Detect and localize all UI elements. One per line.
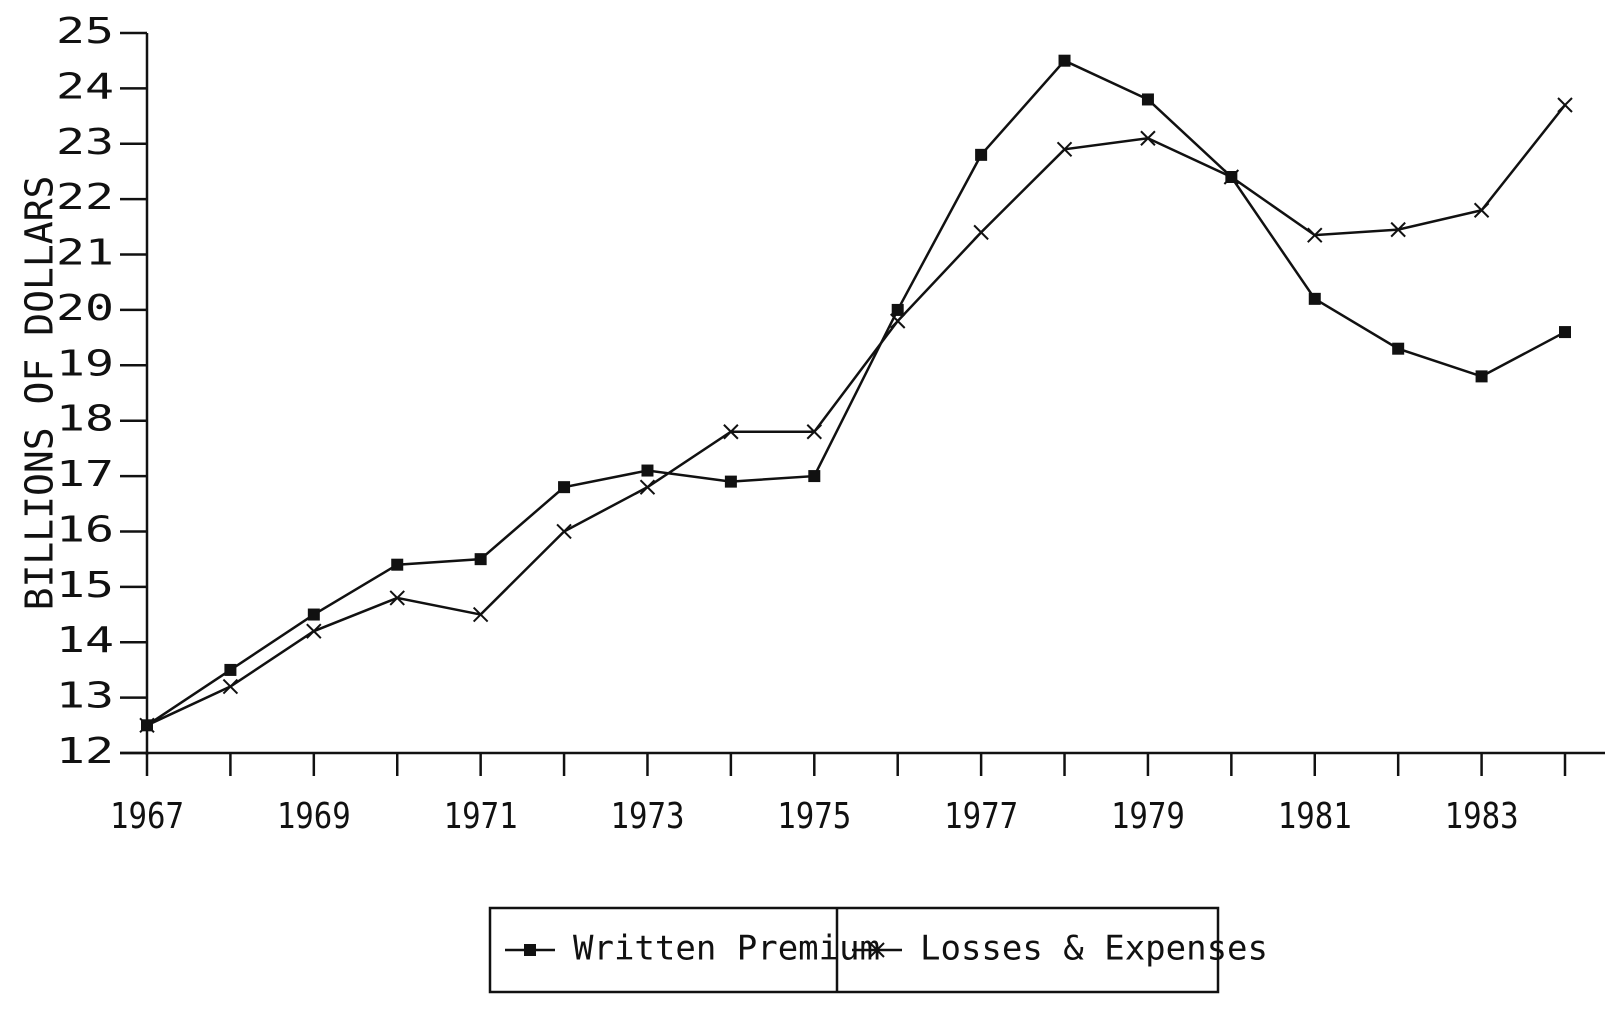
marker-x — [806, 424, 823, 440]
marker-x — [869, 942, 885, 958]
marker-x — [472, 606, 489, 623]
y-tick-label: 15 — [56, 565, 114, 606]
series-line — [146, 59, 1566, 727]
marker-x — [1557, 97, 1573, 113]
marker-x — [139, 717, 155, 734]
marker-square — [1559, 326, 1571, 339]
marker-square — [891, 303, 904, 316]
x-tick-label: 1981 — [1278, 796, 1352, 837]
y-tick-label: 25 — [56, 11, 114, 52]
marker-square — [307, 608, 320, 621]
x-tick-label: 1967 — [110, 796, 184, 837]
marker-x — [1390, 221, 1406, 238]
marker-x — [1473, 202, 1490, 218]
marker-x — [1307, 227, 1323, 243]
marker-square — [641, 464, 654, 477]
marker-square — [558, 481, 571, 494]
marker-x — [1140, 130, 1156, 146]
x-tick-label: 1979 — [1111, 796, 1185, 837]
marker-square — [808, 470, 821, 483]
marker-x — [973, 224, 989, 241]
marker-square — [474, 553, 487, 566]
y-tick-label: 23 — [56, 122, 114, 163]
legend-label: Written Premium — [573, 929, 880, 969]
y-tick-label: 12 — [56, 731, 114, 772]
marker-square — [391, 558, 404, 571]
marker-x — [1223, 169, 1240, 185]
marker-x — [723, 424, 739, 440]
y-tick-label: 16 — [56, 509, 114, 550]
marker-x — [639, 479, 656, 495]
marker-x — [1056, 141, 1073, 158]
marker-square — [224, 663, 237, 676]
marker-square — [1141, 93, 1154, 106]
x-tick-label: 1973 — [610, 796, 684, 837]
marker-x — [222, 678, 239, 695]
y-tick-label: 17 — [56, 454, 114, 495]
y-tick-label: 13 — [56, 676, 114, 717]
marker-square — [1308, 292, 1321, 305]
marker-x — [556, 523, 572, 540]
legend-label: Losses & Expenses — [920, 929, 1268, 969]
marker-square — [1392, 342, 1405, 355]
x-tick-label: 1971 — [444, 796, 518, 837]
marker-square — [1475, 370, 1488, 383]
x-tick-label: 1977 — [944, 796, 1018, 837]
y-axis-label: BILLIONS OF DOLLARS — [18, 176, 62, 611]
marker-x — [306, 623, 322, 639]
marker-square — [524, 944, 536, 956]
y-tick-label: 22 — [56, 177, 114, 218]
y-tick-label: 24 — [56, 66, 114, 107]
y-tick-label: 20 — [56, 288, 114, 329]
marker-x — [389, 590, 405, 606]
series-line — [146, 104, 1566, 727]
x-tick-label: 1975 — [777, 796, 851, 837]
legend-box — [488, 906, 1220, 994]
y-tick-label: 21 — [56, 233, 114, 274]
y-tick-label: 14 — [56, 620, 114, 661]
marker-square — [975, 148, 988, 161]
x-tick-label: 1969 — [277, 796, 351, 837]
marker-x — [889, 313, 906, 329]
y-tick-label: 19 — [56, 343, 114, 384]
x-tick-label: 1983 — [1445, 796, 1519, 837]
marker-square — [724, 475, 737, 488]
marker-square — [1058, 54, 1071, 67]
y-tick-label: 18 — [56, 399, 114, 440]
legend: Written Premium Losses & Expenses — [488, 906, 1268, 994]
